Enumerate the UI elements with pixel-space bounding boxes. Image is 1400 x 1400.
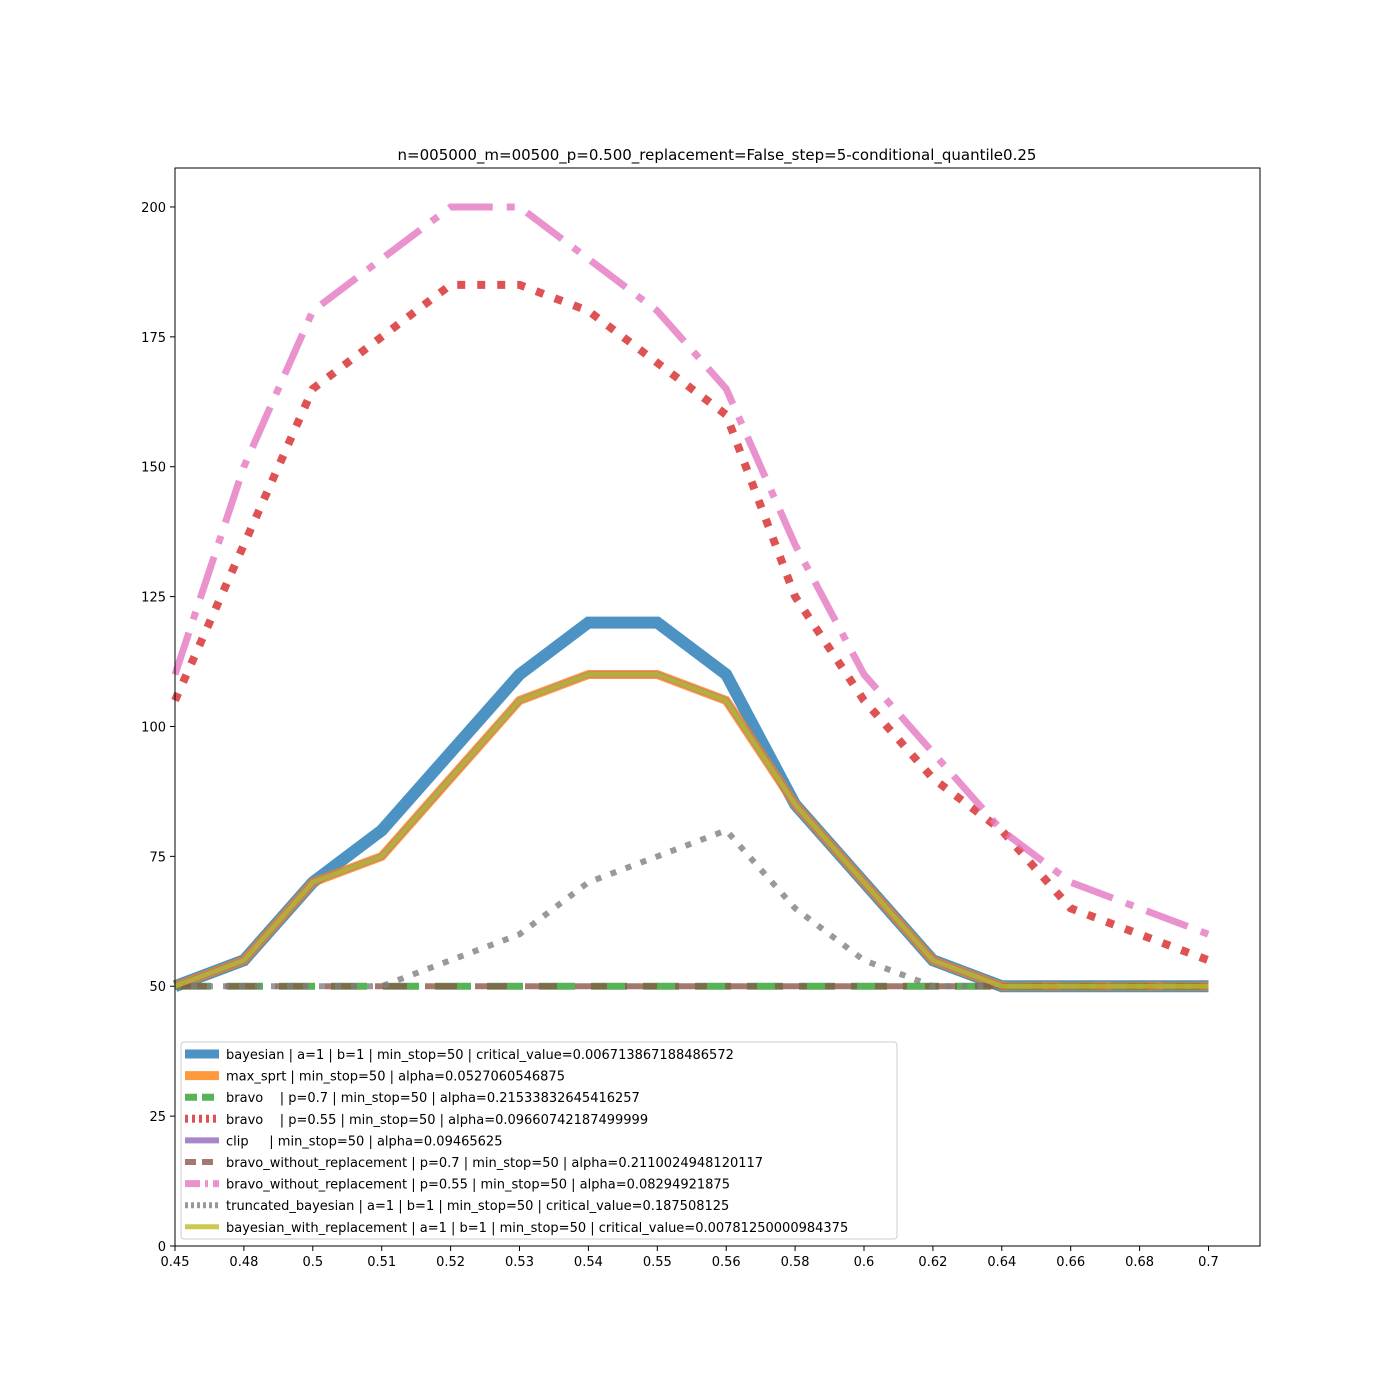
x-tick-label: 0.7 (1198, 1255, 1219, 1270)
x-tick-label: 0.66 (1056, 1255, 1085, 1270)
y-tick-label: 175 (141, 331, 166, 346)
legend-label-9: bayesian_with_replacement | a=1 | b=1 | … (226, 1221, 848, 1236)
legend-label-5: clip | min_stop=50 | alpha=0.09465625 (226, 1134, 502, 1149)
legend-label-7: bravo_without_replacement | p=0.55 | min… (226, 1178, 730, 1193)
x-tick-label: 0.5 (302, 1255, 323, 1270)
x-tick-label: 0.56 (712, 1255, 741, 1270)
x-tick-label: 0.52 (436, 1255, 465, 1270)
x-tick-label: 0.54 (574, 1255, 603, 1270)
y-tick-label: 100 (141, 720, 166, 735)
series-line-7 (171, 203, 1210, 938)
x-tick-label: 0.58 (781, 1255, 810, 1270)
y-tick-label: 25 (149, 1110, 166, 1125)
x-tick-label: 0.48 (229, 1255, 258, 1270)
y-tick-label: 200 (141, 201, 166, 216)
legend-label-1: bayesian | a=1 | b=1 | min_stop=50 | cri… (226, 1048, 734, 1063)
x-tick-label: 0.53 (505, 1255, 534, 1270)
x-tick-label: 0.55 (643, 1255, 672, 1270)
y-axis: 0 25 50 75 100 125 150 175 200 (141, 201, 175, 1255)
y-tick-label: 125 (141, 591, 166, 606)
legend-box (180, 1041, 898, 1240)
series-layer (171, 203, 1210, 993)
x-tick-label: 0.64 (987, 1255, 1016, 1270)
legend-label-6: bravo_without_replacement | p=0.7 | min_… (226, 1156, 763, 1171)
x-tick-label: 0.6 (854, 1255, 875, 1270)
chart-title: n=005000_m=00500_p=0.500_replacement=Fal… (398, 146, 1037, 165)
plot-frame (174, 167, 1261, 1247)
x-tick-label: 0.51 (367, 1255, 396, 1270)
legend-label-2: max_sprt | min_stop=50 | alpha=0.0527060… (226, 1070, 565, 1085)
y-tick-label: 75 (149, 850, 166, 865)
series-line-4 (171, 280, 1210, 965)
y-tick-label: 150 (141, 461, 166, 476)
x-tick-label: 0.62 (918, 1255, 947, 1270)
x-axis: 0.45 0.48 0.5 0.51 0.52 0.53 0.54 0.55 0.56 0.58 0… (161, 1246, 1219, 1270)
series-line-9 (174, 672, 1209, 989)
x-tick-label: 0.45 (161, 1255, 190, 1270)
x-tick-label: 0.68 (1125, 1255, 1154, 1270)
y-tick-label: 50 (149, 980, 166, 995)
legend-label-8: truncated_bayesian | a=1 | b=1 | min_sto… (226, 1199, 729, 1214)
legend: bayesian | a=1 | b=1 | min_stop=50 | cri… (180, 1041, 898, 1240)
legend-label-4: bravo | p=0.55 | min_stop=50 | alpha=0.0… (226, 1113, 648, 1128)
legend-label-3: bravo | p=0.7 | min_stop=50 | alpha=0.21… (226, 1091, 640, 1106)
y-tick-label: 0 (158, 1240, 166, 1255)
